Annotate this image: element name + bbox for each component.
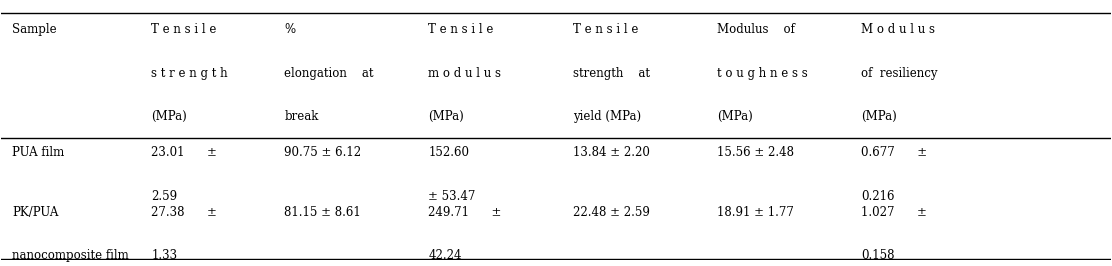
Text: 81.15 ± 8.61: 81.15 ± 8.61 [285,206,361,219]
Text: T e n s i l e: T e n s i l e [151,23,217,36]
Text: m o d u l u s: m o d u l u s [428,67,502,80]
Text: 0.158: 0.158 [861,250,894,263]
Text: T e n s i l e: T e n s i l e [428,23,494,36]
Text: ± 53.47: ± 53.47 [428,190,476,203]
Text: (MPa): (MPa) [428,110,464,123]
Text: s t r e n g t h: s t r e n g t h [151,67,228,80]
Text: (MPa): (MPa) [717,110,753,123]
Text: t o u g h n e s s: t o u g h n e s s [717,67,807,80]
Text: PUA film: PUA film [12,146,64,159]
Text: break: break [285,110,319,123]
Text: 22.48 ± 2.59: 22.48 ± 2.59 [573,206,649,219]
Text: 0.677      ±: 0.677 ± [861,146,927,159]
Text: (MPa): (MPa) [151,110,187,123]
Text: 90.75 ± 6.12: 90.75 ± 6.12 [285,146,361,159]
Text: 152.60: 152.60 [428,146,469,159]
Text: elongation    at: elongation at [285,67,374,80]
Text: (MPa): (MPa) [861,110,896,123]
Text: M o d u l u s: M o d u l u s [861,23,935,36]
Text: nanocomposite film: nanocomposite film [12,250,129,263]
Text: 27.38      ±: 27.38 ± [151,206,217,219]
Text: T e n s i l e: T e n s i l e [573,23,638,36]
Text: 23.01      ±: 23.01 ± [151,146,217,159]
Text: 15.56 ± 2.48: 15.56 ± 2.48 [717,146,794,159]
Text: 0.216: 0.216 [861,190,894,203]
Text: 1.027      ±: 1.027 ± [861,206,927,219]
Text: PK/PUA: PK/PUA [12,206,59,219]
Text: yield (MPa): yield (MPa) [573,110,641,123]
Text: strength    at: strength at [573,67,649,80]
Text: of  resiliency: of resiliency [861,67,937,80]
Text: %: % [285,23,296,36]
Text: 2.59: 2.59 [151,190,177,203]
Text: 249.71      ±: 249.71 ± [428,206,502,219]
Text: 1.33: 1.33 [151,250,177,263]
Text: 42.24: 42.24 [428,250,461,263]
Text: 18.91 ± 1.77: 18.91 ± 1.77 [717,206,794,219]
Text: Sample: Sample [12,23,57,36]
Text: 13.84 ± 2.20: 13.84 ± 2.20 [573,146,649,159]
Text: Modulus    of: Modulus of [717,23,795,36]
